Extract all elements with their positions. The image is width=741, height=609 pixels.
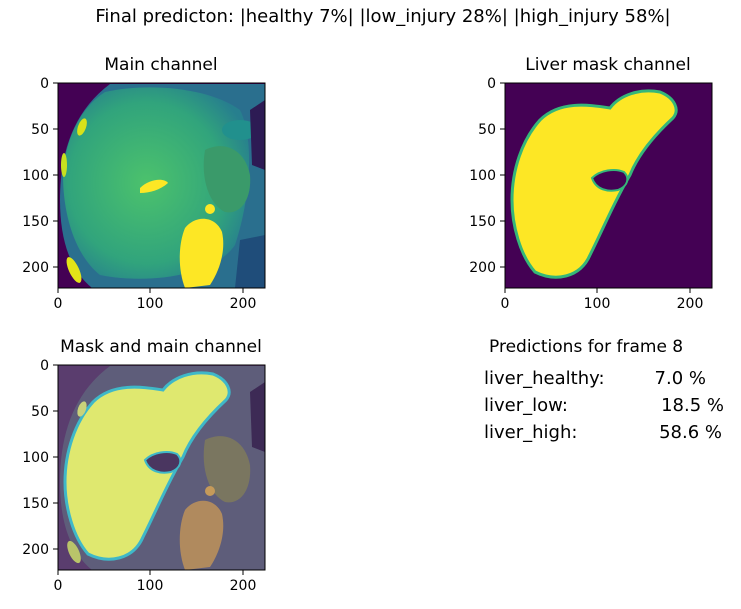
- y-tick-label: 0: [487, 76, 496, 92]
- x-tick-label: 0: [501, 296, 510, 312]
- y-tick-label: 200: [22, 260, 49, 276]
- x-tick-label: 200: [677, 296, 704, 312]
- y-tick-label: 50: [478, 122, 496, 138]
- prediction-label: liver_low:: [484, 395, 568, 416]
- x-tick-label: 0: [54, 296, 63, 312]
- panel-title: Liver mask channel: [525, 55, 690, 75]
- x-tick-label: 100: [137, 296, 164, 312]
- figure-suptitle: Final predicton: |healthy 7%| |low_injur…: [95, 6, 670, 27]
- panel-title: Mask and main channel: [60, 337, 262, 357]
- x-tick-label: 100: [584, 296, 611, 312]
- panel-liver-mask-channel: Liver mask channel 0 100 200 0 50 100 15…: [469, 55, 713, 312]
- panel-mask-and-main-channel: Mask and main channel 0 100 200: [22, 337, 266, 594]
- predictions-title: Predictions for frame 8: [489, 337, 683, 357]
- prediction-label: liver_high:: [484, 422, 577, 443]
- mask-image: [505, 83, 712, 288]
- x-tick-label: 0: [54, 578, 63, 594]
- panel-main-channel: Main channel 0: [22, 55, 266, 312]
- y-tick-label: 150: [22, 496, 49, 512]
- prediction-value: 18.5 %: [661, 395, 724, 416]
- y-tick-label: 50: [31, 404, 49, 420]
- x-tick-label: 100: [137, 578, 164, 594]
- x-axis-ticks: 0 100 200: [501, 288, 704, 312]
- ct-image: [58, 83, 265, 288]
- x-tick-label: 200: [230, 578, 257, 594]
- prediction-label: liver_healthy:: [484, 368, 605, 389]
- y-tick-label: 0: [40, 76, 49, 92]
- overlay-image: [58, 365, 265, 570]
- x-axis-ticks: 0 100 200: [54, 288, 257, 312]
- y-tick-label: 200: [22, 542, 49, 558]
- prediction-value: 7.0 %: [655, 368, 706, 389]
- y-axis-ticks: 0 50 100 150 200: [469, 76, 505, 276]
- y-tick-label: 50: [31, 122, 49, 138]
- y-tick-label: 100: [22, 450, 49, 466]
- x-axis-ticks: 0 100 200: [54, 570, 257, 594]
- panel-title: Main channel: [104, 55, 217, 75]
- y-tick-label: 150: [22, 214, 49, 230]
- x-tick-label: 200: [230, 296, 257, 312]
- predictions-panel: Predictions for frame 8 liver_healthy: 7…: [484, 337, 724, 443]
- y-tick-label: 100: [22, 168, 49, 184]
- prediction-value: 58.6 %: [659, 422, 722, 443]
- y-tick-label: 100: [469, 168, 496, 184]
- y-tick-label: 150: [469, 214, 496, 230]
- y-tick-label: 200: [469, 260, 496, 276]
- y-tick-label: 0: [40, 358, 49, 374]
- y-axis-ticks: 0 50 100 150 200: [22, 358, 58, 558]
- mask-hole: [590, 169, 629, 192]
- y-axis-ticks: 0 50 100 150 200: [22, 76, 58, 276]
